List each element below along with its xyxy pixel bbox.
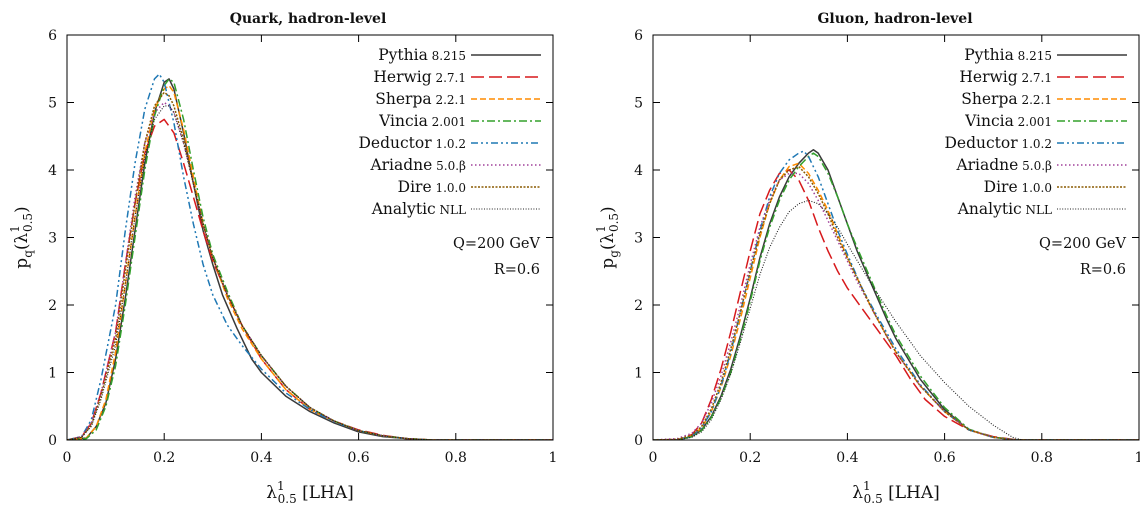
x-tick-label: 0.6 [347, 450, 369, 466]
series-line-pythia [653, 149, 1139, 440]
legend: Pythia 8.215 Herwig 2.7.1 Sherpa 2.2.1 Vinc… [358, 46, 541, 218]
legend-label: Sherpa 2.2.1 [961, 90, 1052, 108]
legend-label: Herwig 2.7.1 [959, 68, 1052, 86]
series-line-herwig [653, 169, 1139, 440]
series-line-deductor [67, 73, 553, 440]
gluon-panel: Gluon, hadron-level 0 0.2 0.4 0.6 0.8 1 0 1 2 3 4 5 6… [594, 11, 1140, 505]
legend-item-sherpa: Sherpa 2.2.1 [375, 90, 541, 108]
legend-item-herwig: Herwig 2.7.1 [373, 68, 541, 86]
legend-item-deductor: Deductor 1.0.2 [944, 134, 1127, 152]
legend-item-analytic: Analytic NLL [957, 200, 1127, 218]
legend-label: Vincia 2.001 [964, 112, 1052, 130]
legend-label: Pythia 8.215 [378, 46, 466, 64]
y-tick-label: 1 [634, 366, 643, 382]
series-line-sherpa [653, 162, 1139, 440]
x-tick-label: 0.6 [933, 450, 955, 466]
legend-item-herwig: Herwig 2.7.1 [959, 68, 1127, 86]
x-tick-label: 0.2 [153, 450, 175, 466]
legend-label: Deductor 1.0.2 [358, 134, 466, 152]
x-tick-label: 1 [549, 450, 558, 466]
legend-label: Analytic NLL [371, 200, 466, 218]
legend-item-ariadne: Ariadne 5.0.β [369, 156, 541, 174]
legend-item-analytic: Analytic NLL [371, 200, 541, 218]
legend-item-vincia: Vincia 2.001 [964, 112, 1127, 130]
y-tick-label: 4 [48, 163, 57, 179]
legend-item-pythia: Pythia 8.215 [378, 46, 541, 64]
legend-label: Ariadne 5.0.β [369, 156, 466, 174]
y-axis-label: pg(λ10.5) [594, 206, 621, 268]
series-line-vincia [67, 78, 553, 440]
y-tick-label: 2 [634, 298, 643, 314]
x-tick-label: 0 [649, 450, 658, 466]
series-line-ariadne [67, 101, 553, 440]
legend-label: Sherpa 2.2.1 [375, 90, 466, 108]
chart-title: Gluon, hadron-level [817, 11, 972, 27]
legend-label: Deductor 1.0.2 [944, 134, 1052, 152]
x-axis-label: λ1 0.5 [LHA] [266, 479, 354, 505]
quark-panel: Quark, hadron-level 0 0.2 0.4 0.6 0.8 1 0 1 2 3 4 5 6… [8, 11, 557, 505]
y-tick-label: 2 [48, 298, 57, 314]
series-group [653, 149, 1139, 440]
x-tick-label: 0.4 [250, 450, 272, 466]
y-tick-label: 3 [634, 231, 643, 247]
legend-item-dire: Dire 1.0.0 [984, 178, 1127, 196]
legend-item-dire: Dire 1.0.0 [398, 178, 541, 196]
series-line-analytic [67, 105, 553, 440]
y-tick-label: 0 [634, 433, 643, 449]
series-line-dire [67, 91, 553, 440]
radius-annotation: R=0.6 [1080, 262, 1126, 278]
x-tick-label: 0.8 [445, 450, 467, 466]
legend-item-sherpa: Sherpa 2.2.1 [961, 90, 1127, 108]
series-line-vincia [653, 152, 1139, 440]
legend-item-deductor: Deductor 1.0.2 [358, 134, 541, 152]
series-line-sherpa [67, 84, 553, 440]
legend-label: Herwig 2.7.1 [373, 68, 466, 86]
y-tick-label: 6 [48, 28, 57, 44]
y-tick-label: 5 [634, 96, 643, 112]
legend-label: Dire 1.0.0 [984, 178, 1052, 196]
series-line-ariadne [653, 172, 1139, 440]
series-line-pythia [67, 78, 553, 440]
radius-annotation: R=0.6 [494, 262, 540, 278]
energy-annotation: Q=200 GeV [1039, 236, 1126, 252]
legend-label: Ariadne 5.0.β [955, 156, 1052, 174]
y-axis-label: pq(λ10.5) [8, 206, 35, 268]
x-tick-label: 0 [63, 450, 72, 466]
legend-label: Pythia 8.215 [964, 46, 1052, 64]
series-line-deductor [653, 150, 1139, 440]
series-line-dire [653, 165, 1139, 440]
y-tick-label: 0 [48, 433, 57, 449]
legend-item-ariadne: Ariadne 5.0.β [955, 156, 1127, 174]
y-tick-label: 4 [634, 163, 643, 179]
legend-item-pythia: Pythia 8.215 [964, 46, 1127, 64]
x-axis-label: λ1 0.5 [LHA] [852, 479, 940, 505]
x-tick-label: 0.4 [836, 450, 858, 466]
y-tick-label: 5 [48, 96, 57, 112]
legend-item-vincia: Vincia 2.001 [378, 112, 541, 130]
y-tick-label: 3 [48, 231, 57, 247]
x-tick-label: 1 [1135, 450, 1140, 466]
x-tick-label: 0.2 [739, 450, 761, 466]
legend-label: Vincia 2.001 [378, 112, 466, 130]
legend-label: Analytic NLL [957, 200, 1052, 218]
series-group [67, 73, 553, 440]
legend: Pythia 8.215 Herwig 2.7.1 Sherpa 2.2.1 Vinc… [944, 46, 1127, 218]
legend-label: Dire 1.0.0 [398, 178, 466, 196]
x-tick-label: 0.8 [1031, 450, 1053, 466]
y-tick-label: 6 [634, 28, 643, 44]
chart-title: Quark, hadron-level [230, 11, 387, 27]
energy-annotation: Q=200 GeV [453, 236, 540, 252]
y-tick-label: 1 [48, 366, 57, 382]
